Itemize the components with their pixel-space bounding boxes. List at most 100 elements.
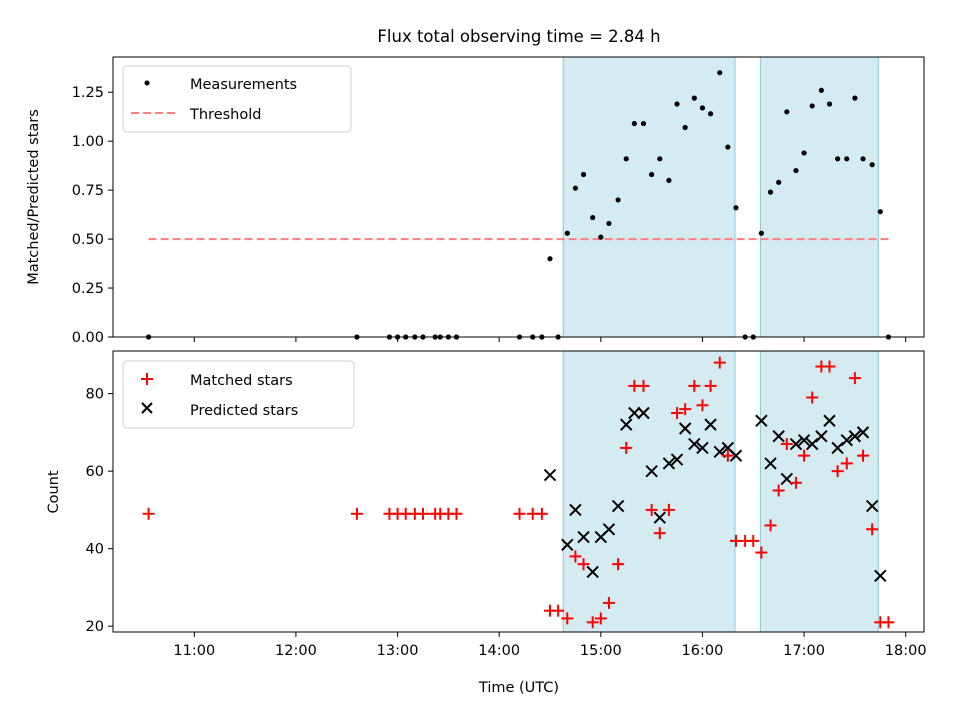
matched-star-point xyxy=(840,457,853,470)
measurement-point xyxy=(733,205,739,211)
bottom-x-axis-ticks: 11:00 12:00 13:00 14:00 15:00 16:00 17:00 18:00 xyxy=(173,632,927,659)
matched-star-point xyxy=(882,616,895,629)
matched-star-point xyxy=(450,507,463,520)
predicted-star-point xyxy=(815,430,828,443)
matched-star-point xyxy=(561,612,574,625)
predicted-star-point xyxy=(637,406,650,420)
predicted-star-point xyxy=(823,414,836,427)
predicted-star-point xyxy=(611,499,625,513)
x-tick-label: 17:00 xyxy=(783,643,825,659)
matched-star-point xyxy=(586,616,599,629)
matched-star-point xyxy=(857,449,870,462)
matched-star-point xyxy=(721,449,734,462)
measurement-point xyxy=(564,230,570,236)
predicted-star-point xyxy=(662,457,676,470)
measurement-point xyxy=(682,124,688,131)
matched-star-point xyxy=(679,403,692,416)
predicted-star-point xyxy=(602,523,616,536)
measurement-point xyxy=(640,120,647,127)
measurement-point xyxy=(623,156,629,162)
matched-star-point xyxy=(823,360,836,373)
observing-span-1 xyxy=(562,350,736,633)
top-y-axis-label: Matched/Predicted stars xyxy=(26,109,42,285)
matched-star-point xyxy=(569,550,582,563)
predicted-star-point xyxy=(645,464,658,478)
matched-star-point xyxy=(350,507,363,520)
matched-star-point xyxy=(662,503,675,516)
measurement-point xyxy=(860,156,866,162)
matched-star-point xyxy=(594,612,607,625)
legend-matched-marker xyxy=(141,373,153,385)
measurement-point xyxy=(572,185,579,191)
top-axes-frame xyxy=(112,56,925,338)
x-tick-label: 15:00 xyxy=(580,643,622,659)
matched-star-point xyxy=(764,519,777,532)
bottom-y-axis-ticks: 20 40 60 80 xyxy=(86,387,113,635)
top-y-axis-ticks: 0.00 0.25 0.50 0.75 1.00 1.25 xyxy=(72,85,113,346)
predicted-star-point xyxy=(569,503,582,517)
y-tick-label: 0.25 xyxy=(72,281,104,297)
measurement-point xyxy=(835,156,841,162)
matched-star-point xyxy=(577,558,590,571)
matched-star-point xyxy=(789,476,802,489)
measurement-point xyxy=(606,220,612,227)
y-tick-label: 0.75 xyxy=(72,183,104,199)
x-tick-label: 13:00 xyxy=(377,643,419,659)
matched-star-point xyxy=(747,534,760,547)
x-tick-label: 18:00 xyxy=(885,643,927,659)
y-tick-label: 60 xyxy=(86,464,104,480)
matched-star-point xyxy=(831,465,844,478)
bottom-legend: Matched stars Predicted stars xyxy=(122,360,355,429)
measurement-point xyxy=(852,95,858,101)
predicted-star-point xyxy=(696,441,709,455)
predicted-star-point xyxy=(865,499,879,513)
x-axis-label: Time (UTC) xyxy=(478,680,559,696)
measurement-point xyxy=(725,144,731,150)
matched-star-point xyxy=(620,441,633,454)
y-tick-label: 1.00 xyxy=(72,134,104,150)
measurement-point xyxy=(758,230,764,236)
legend-predicted-marker xyxy=(141,402,153,414)
predicted-star-point xyxy=(764,457,777,470)
predicted-star-point xyxy=(561,538,574,552)
matched-star-point xyxy=(602,596,615,609)
matched-star-point xyxy=(612,558,625,571)
predicted-star-point xyxy=(543,468,557,482)
matched-star-point xyxy=(513,507,526,520)
predicted-star-point xyxy=(620,418,633,431)
predicted-star-point xyxy=(797,433,811,447)
predicted-star-point xyxy=(755,414,768,427)
predicted-star-point xyxy=(848,430,862,443)
matched-star-point xyxy=(142,507,155,520)
predicted-star-point xyxy=(678,422,692,435)
predicted-star-point xyxy=(729,449,743,462)
bottom-y-axis-label: Count xyxy=(46,470,62,513)
matched-star-point xyxy=(806,391,819,404)
top-legend: Measurements Threshold xyxy=(122,65,352,133)
measurement-point xyxy=(801,150,807,156)
matched-star-point xyxy=(552,604,565,617)
bottom-observing-spans xyxy=(562,350,879,633)
predicted-star-points xyxy=(543,406,887,583)
y-tick-label: 20 xyxy=(86,619,104,635)
top-panel: 0.00 0.25 0.50 0.75 1.00 1.25 Matched/Predict… xyxy=(26,56,925,346)
matched-star-point xyxy=(755,546,768,559)
measurement-point xyxy=(699,105,706,111)
measurement-point xyxy=(666,177,672,183)
matched-star-point xyxy=(772,484,785,497)
legend-matched-label: Matched stars xyxy=(190,373,293,389)
measurement-point xyxy=(580,171,587,178)
observing-span-2 xyxy=(759,56,879,338)
top-observing-spans xyxy=(562,56,879,338)
matched-star-point xyxy=(866,523,879,536)
observing-span-1 xyxy=(562,56,736,338)
matched-star-point xyxy=(798,449,811,462)
predicted-star-point xyxy=(772,430,785,443)
x-tick-label: 11:00 xyxy=(173,643,215,659)
matched-star-point xyxy=(653,527,666,540)
matched-star-point xyxy=(688,379,701,392)
x-tick-label: 12:00 xyxy=(275,643,317,659)
predicted-star-point xyxy=(670,453,684,466)
measurement-point xyxy=(615,197,621,203)
